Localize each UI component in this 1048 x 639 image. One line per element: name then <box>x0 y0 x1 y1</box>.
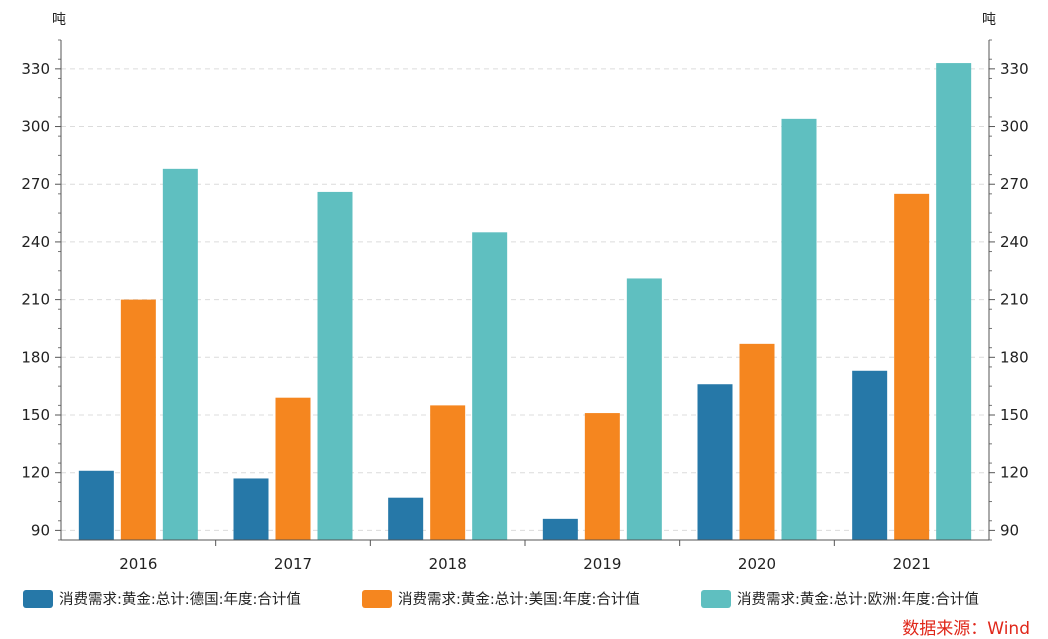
bar-2016-series-3 <box>162 168 198 540</box>
bar-2017-series-1 <box>233 478 269 540</box>
x-tick-label: 2017 <box>274 555 312 573</box>
legend-label-germany: 消费需求:黄金:总计:德国:年度:合计值 <box>59 592 301 608</box>
y-left-tick-label: 150 <box>21 406 50 424</box>
y-right-tick-label: 120 <box>1000 464 1029 482</box>
axes: 90 90 120 120 150 150 180 180 210 210 240 240 270 270… <box>21 39 1029 573</box>
y-left-tick-label: 270 <box>21 175 50 193</box>
y-right-tick-label: 330 <box>1000 60 1029 78</box>
bar-2018-series-1 <box>388 497 424 540</box>
legend-swatch-germany <box>23 589 53 608</box>
y-right-tick-label: 150 <box>1000 406 1029 424</box>
bar-2019-series-3 <box>626 278 662 540</box>
legend-label-europe: 消费需求:黄金:总计:欧洲:年度:合计值 <box>737 592 979 608</box>
bar-2016-series-1 <box>78 470 114 540</box>
x-tick-label: 2020 <box>738 555 776 573</box>
gridlines <box>61 68 989 531</box>
bar-2020-series-2 <box>739 343 775 540</box>
legend-item-usa[interactable]: 消费需求:黄金:总计:美国:年度:合计值 <box>362 588 640 609</box>
x-tick-label: 2019 <box>583 555 621 573</box>
y-right-tick-label: 180 <box>1000 348 1029 366</box>
legend-item-europe[interactable]: 消费需求:黄金:总计:欧洲:年度:合计值 <box>701 588 979 609</box>
legend-swatch-europe <box>701 589 731 608</box>
legend-label-usa: 消费需求:黄金:总计:美国:年度:合计值 <box>398 592 640 608</box>
y-left-unit-label: 吨 <box>52 12 66 28</box>
y-right-tick-label: 300 <box>1000 118 1029 136</box>
legend: 消费需求:黄金:总计:德国:年度:合计值 消费需求:黄金:总计:美国:年度:合计… <box>0 588 1048 614</box>
bar-chart: 90 90 120 120 150 150 180 180 210 210 240 240 270 270… <box>21 12 1029 573</box>
y-left-tick-label: 300 <box>21 118 50 136</box>
y-right-unit-label: 吨 <box>982 12 996 28</box>
bar-2018-series-3 <box>472 232 508 541</box>
bar-2017-series-2 <box>275 397 311 540</box>
bar-2021-series-1 <box>852 370 888 540</box>
bar-2016-series-2 <box>120 299 156 540</box>
y-left-tick-label: 210 <box>21 291 50 309</box>
y-left-tick-label: 180 <box>21 348 50 366</box>
bar-2020-series-1 <box>697 384 733 540</box>
x-tick-label: 2021 <box>893 555 931 573</box>
y-left-tick-label: 240 <box>21 233 50 251</box>
y-right-tick-label: 90 <box>1000 521 1019 539</box>
y-left-tick-label: 90 <box>31 521 50 539</box>
bar-2021-series-2 <box>894 193 930 540</box>
bar-2019-series-2 <box>584 413 620 540</box>
bar-2019-series-1 <box>542 518 578 540</box>
y-right-tick-label: 210 <box>1000 291 1029 309</box>
data-source-note: 数据来源：Wind <box>902 619 1030 639</box>
y-right-tick-label: 240 <box>1000 233 1029 251</box>
x-tick-label: 2016 <box>119 555 157 573</box>
bar-2021-series-3 <box>936 63 972 540</box>
legend-swatch-usa <box>362 589 392 608</box>
legend-item-germany[interactable]: 消费需求:黄金:总计:德国:年度:合计值 <box>23 588 301 609</box>
y-right-tick-label: 270 <box>1000 175 1029 193</box>
y-left-tick-label: 120 <box>21 464 50 482</box>
bars-group <box>78 63 972 541</box>
y-left-tick-label: 330 <box>21 60 50 78</box>
x-tick-label: 2018 <box>429 555 467 573</box>
bar-2018-series-2 <box>430 405 466 540</box>
bar-2017-series-3 <box>317 191 353 540</box>
bar-2020-series-3 <box>781 118 817 540</box>
